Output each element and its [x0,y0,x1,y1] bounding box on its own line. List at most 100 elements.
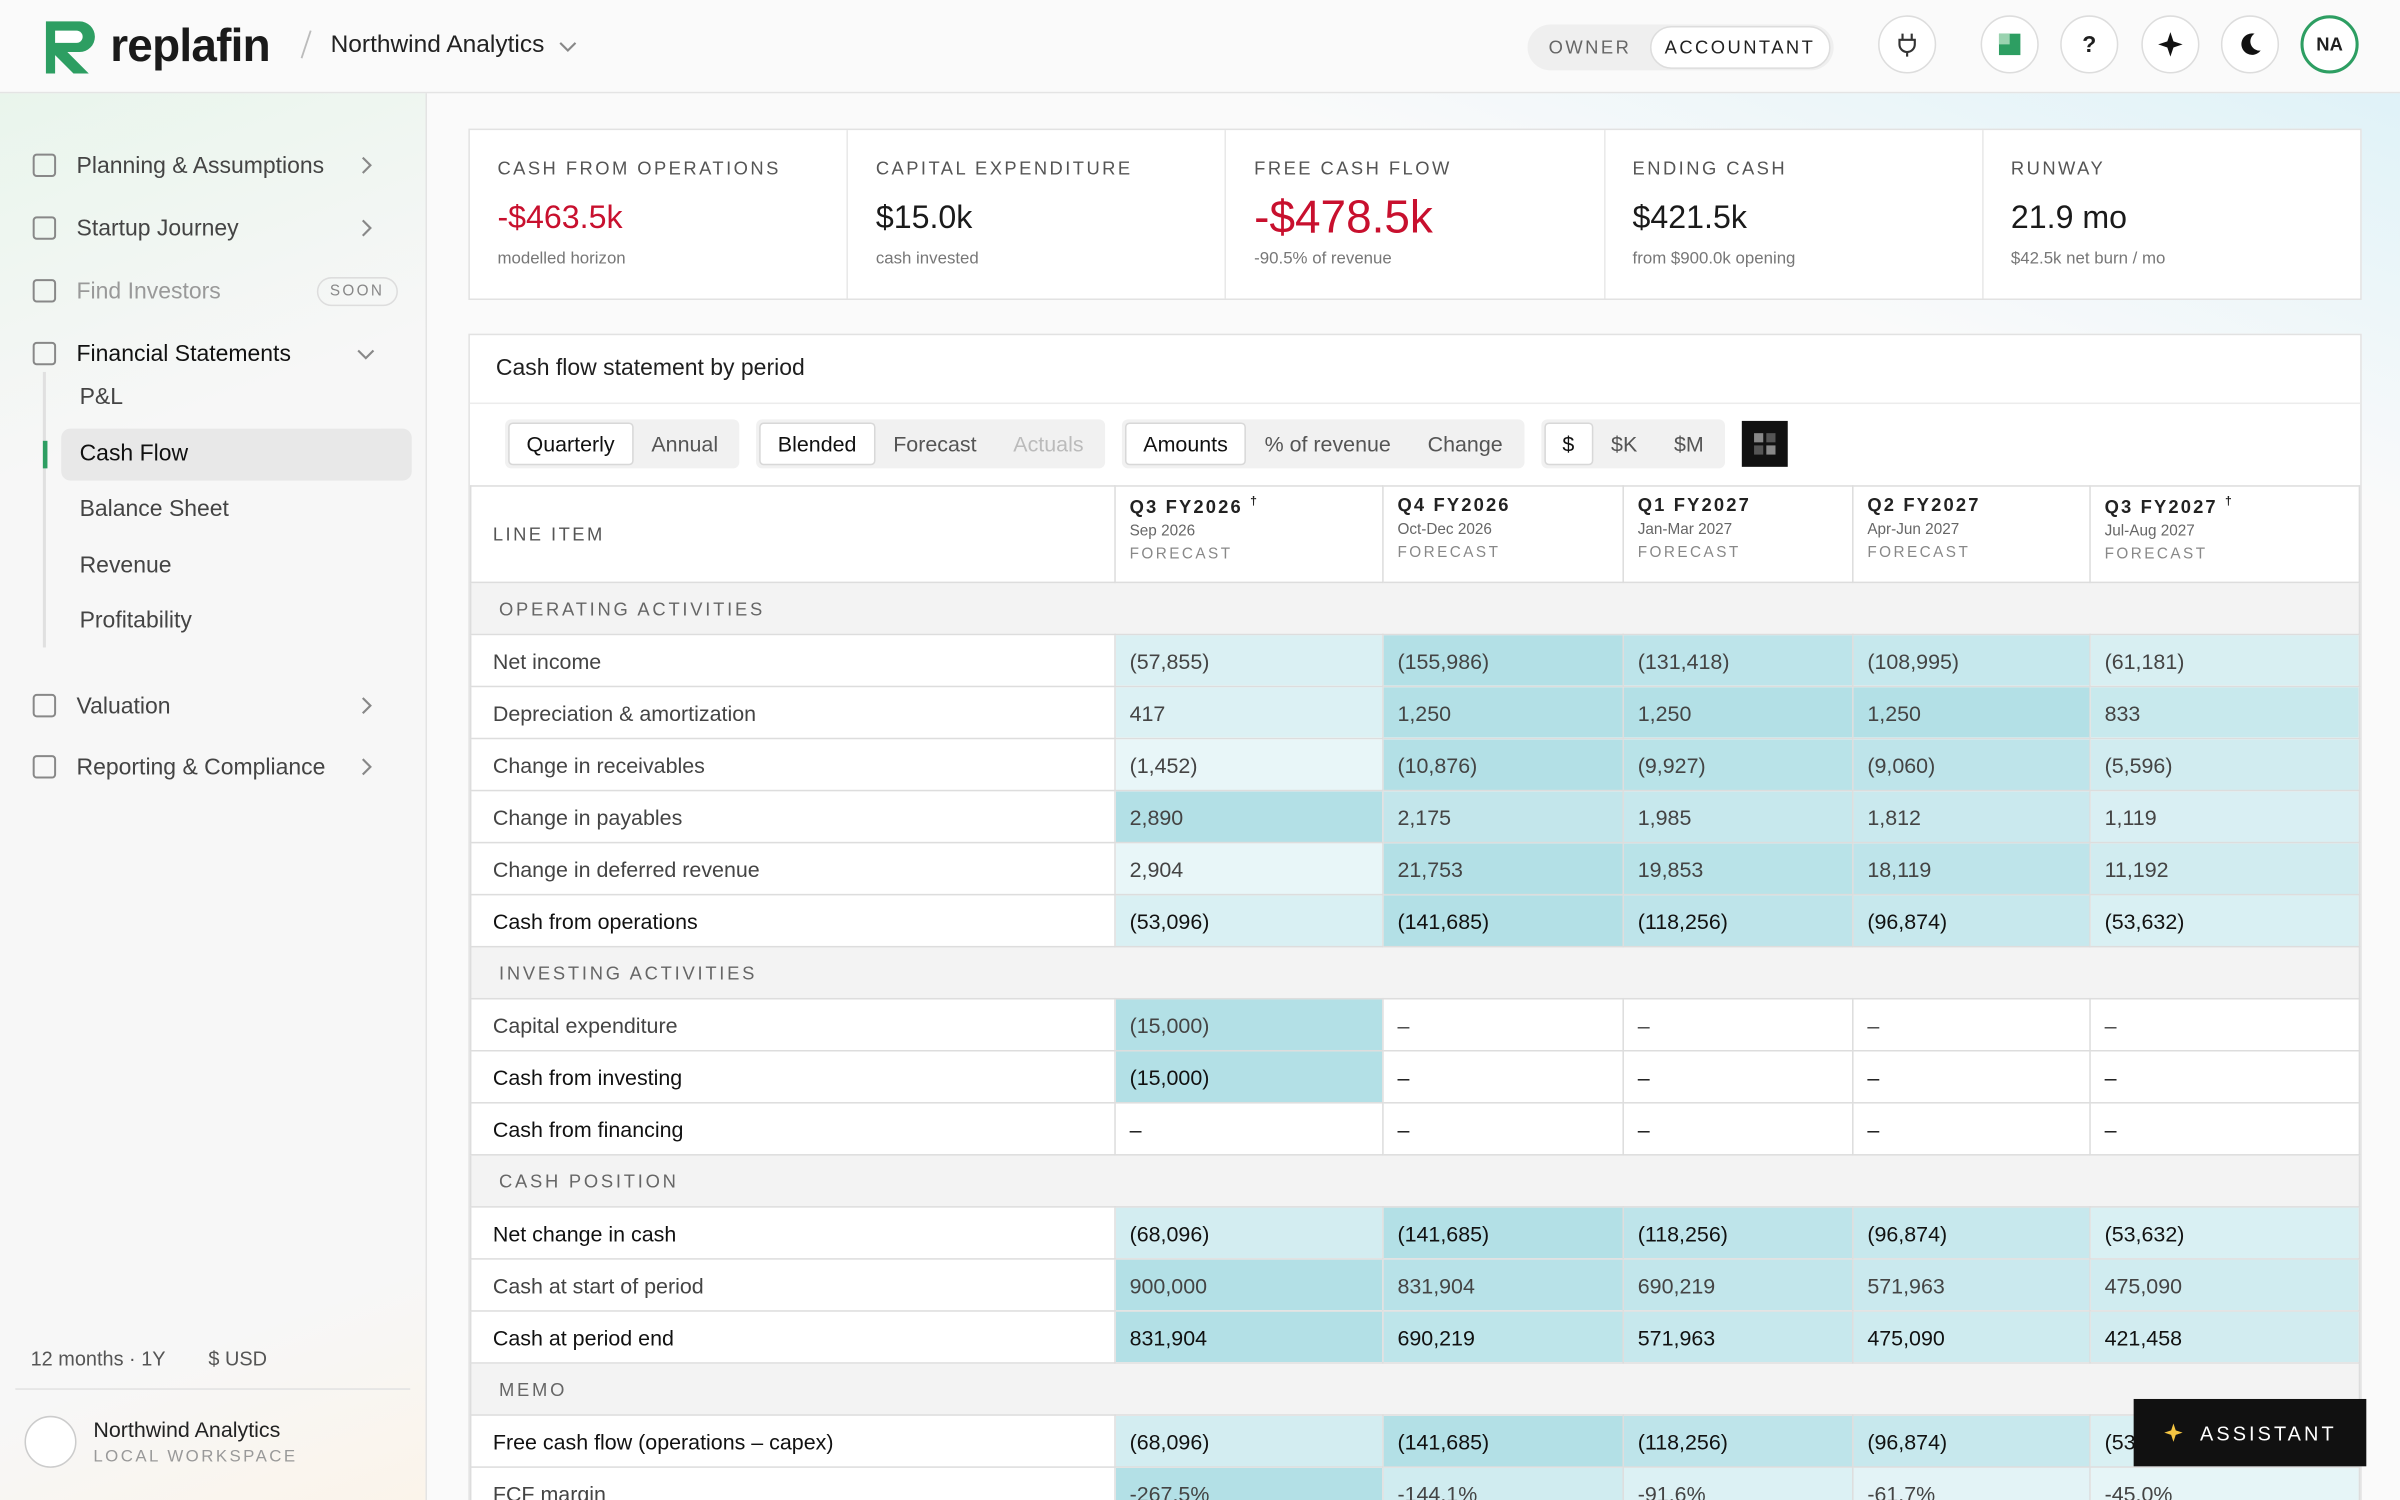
nav-item[interactable]: Financial Statements [31,337,398,371]
segment-option[interactable]: Quarterly [508,422,634,466]
nav-item[interactable]: Valuation [31,689,398,723]
nav-label[interactable]: Valuation [76,692,171,719]
nav-item[interactable]: Reporting & Compliance [31,750,398,784]
section-row: CASH POSITION [469,1154,2361,1208]
segment-option[interactable]: $K [1611,431,1638,457]
heatmap-toggle[interactable] [1742,420,1788,467]
period: Q4 FY2026 [1397,494,1621,515]
nav-child[interactable]: Profitability [79,607,192,634]
segment-option[interactable]: Amounts [1124,422,1247,466]
kpi-card: CASH FROM OPERATIONS -$463.5k modelled hor… [470,130,849,299]
segment-option[interactable]: % of revenue [1264,431,1391,457]
avatar[interactable]: NA [2300,15,2359,74]
period-range: Oct-Dec 2026 [1397,521,1492,539]
nav-item[interactable]: Startup Journey [31,211,398,245]
period-label[interactable]: 12 months · 1Y [30,1346,166,1370]
value-cell: 690,219 [1382,1310,1624,1364]
nav-label[interactable]: Find Investors [76,277,221,304]
value-cell: (96,874) [1852,893,2091,948]
line-item-row: Depreciation & amortization 417 1,250 1,250… [469,685,2361,740]
period-marker: † [2225,494,2235,509]
help-button[interactable]: ? [2060,15,2119,74]
table-head: LINE ITEM Q3 FY2026 † Sep 2026 FORECAST Q4 F… [469,485,2361,584]
workspace-name[interactable]: Northwind Analytics [330,32,545,59]
nav-icon [32,693,57,718]
segment-option[interactable]: Forecast [893,431,977,457]
segment-option[interactable]: $M [1673,431,1704,457]
nav-child[interactable]: P&L [79,384,123,411]
value-cell: – [1852,1102,2091,1156]
workspace-card[interactable]: Northwind Analytics LOCAL WORKSPACE [15,1388,411,1487]
role-option[interactable]: ACCOUNTANT [1649,26,1831,69]
sheet-button[interactable] [1980,15,2039,74]
period-label: Q2 FY2027 [1867,494,1981,516]
currency-label[interactable]: $ USD [208,1346,268,1370]
theme-button[interactable] [2220,15,2280,74]
nav-label[interactable]: Financial Statements [76,340,291,367]
avatar-initials: NA [2316,33,2343,56]
chevron [361,156,372,174]
kpi-value: $15.0k [875,200,973,236]
nav-label[interactable]: Reporting & Compliance [76,753,326,780]
currency-select[interactable]: $ USD [208,1347,267,1370]
segment-option[interactable]: $ [1543,422,1593,466]
line-item-row: Change in deferred revenue 2,904 21,753 19,… [469,841,2361,896]
value-cell: (118,256) [1622,893,1854,948]
line-item-row: Free cash flow (operations – capex) (68,0… [469,1414,2361,1468]
statement-title: Cash flow statement by period [469,335,2361,405]
separator [298,28,313,69]
value-cell: 900,000 [1114,1258,1384,1312]
help-label: ? [2082,31,2097,58]
role-toggle: OWNER ACCOUNTANT [1527,24,1834,71]
nav-label[interactable]: Startup Journey [76,215,239,242]
period-range: Jan-Mar 2027 [1637,521,1733,539]
value-cell: -267.5% [1114,1466,1384,1500]
value-cell: (131,418) [1622,633,1854,688]
period-range: Apr-Jun 2027 [1867,521,1960,539]
chevron [361,697,372,715]
active-indicator [42,440,48,469]
value-cell: – [1382,1049,1624,1104]
period: Q1 FY2027 [1638,494,1852,515]
line-item-row: Capital expenditure (15,000) – – – – [469,997,2361,1052]
role-option[interactable]: OWNER [1548,36,1632,59]
assistant-button[interactable]: ASSISTANT [2133,1398,2367,1467]
value-cell: – [1114,1102,1384,1156]
value-cell: (1,452) [1114,737,1384,792]
value-cell: (57,855) [1114,633,1384,688]
nav-item[interactable]: Find Investors SOON [31,274,398,308]
plugin-button[interactable] [1878,15,1937,74]
segment-option: Actuals [1013,431,1084,457]
period-header: Q3 FY2026 † Sep 2026 FORECAST [1114,485,1384,584]
nav-item[interactable]: Planning & Assumptions [31,148,398,182]
segment-option[interactable]: Annual [651,431,719,457]
nav-child[interactable]: Cash Flow [61,428,412,481]
line-item-row: Cash from financing – – – – – [469,1102,2361,1156]
period-marker: † [1250,494,1260,509]
segment-option[interactable]: Blended [759,422,875,466]
kpi-strip: CASH FROM OPERATIONS -$463.5k modelled hor… [468,128,2362,300]
child-rail [42,371,46,648]
value-cell: 831,904 [1382,1258,1624,1312]
line-item-row: Net change in cash (68,096) (141,685) (118,… [469,1206,2361,1260]
line-item-label: Cash from investing [469,1049,1116,1104]
section-row: OPERATING ACTIVITIES [469,581,2361,636]
segment-option[interactable]: Change [1427,431,1503,457]
nav-child[interactable]: Balance Sheet [79,495,229,522]
value-cell: 21,753 [1382,841,1624,896]
ai-button[interactable] [2141,15,2200,74]
nav-icon [32,341,57,366]
kpi-note: -90.5% of revenue [1254,249,1392,268]
nav-label[interactable]: Planning & Assumptions [76,152,325,179]
kpi-label: RUNWAY [2010,157,2106,180]
assistant-label[interactable]: ASSISTANT [2200,1421,2337,1445]
main: CASH FROM OPERATIONS -$463.5k modelled hor… [427,93,2400,1500]
kpi-note: $42.5k net burn / mo [2010,249,2166,268]
value-cell: 1,250 [1622,685,1854,740]
period-select[interactable]: 12 months · 1Y [31,1347,166,1370]
value-cell: (68,096) [1114,1414,1384,1468]
workspace-switcher[interactable]: Northwind Analytics [331,32,581,60]
statement-card: Cash flow statement by period Quarterly An… [468,333,2362,1500]
nav-child[interactable]: Revenue [79,552,172,579]
